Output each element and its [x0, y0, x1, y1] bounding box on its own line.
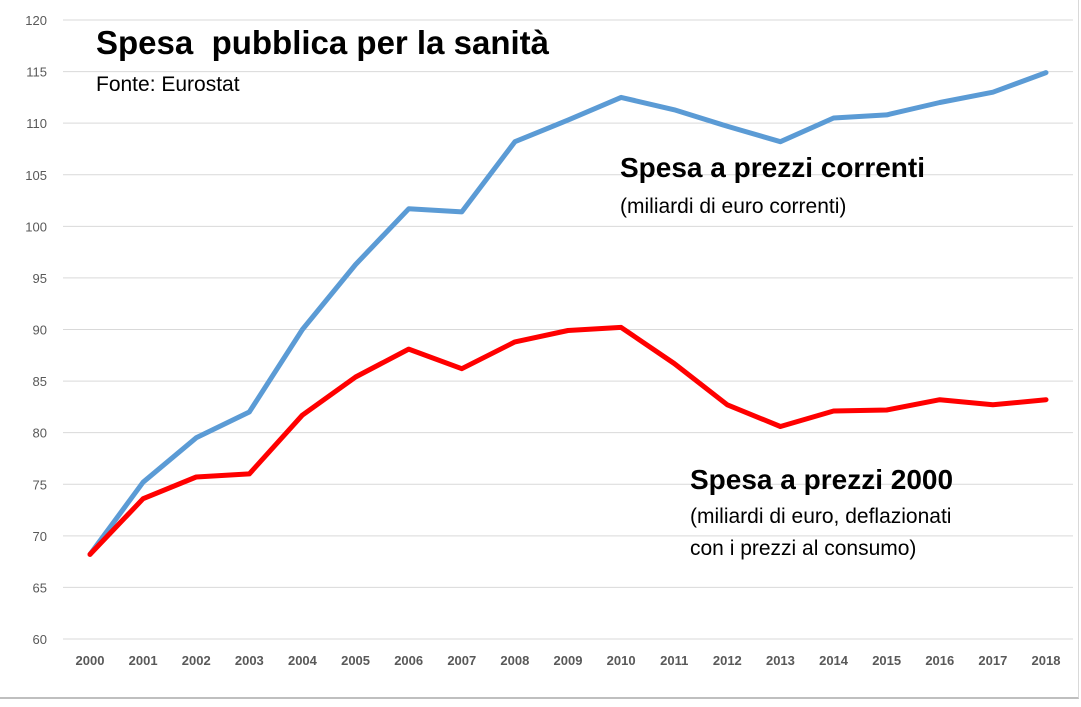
x-tick-label: 2005 — [341, 653, 370, 668]
x-tick-label: 2013 — [766, 653, 795, 668]
x-tick-label: 2018 — [1032, 653, 1061, 668]
x-tick-label: 2008 — [500, 653, 529, 668]
y-tick-label: 90 — [33, 323, 47, 338]
y-tick-label: 105 — [25, 168, 47, 183]
y-tick-label: 60 — [33, 632, 47, 647]
annotation-prezzi2000-note-line2: con i prezzi al consumo) — [690, 537, 916, 560]
chart-source: Fonte: Eurostat — [96, 73, 240, 96]
x-tick-label: 2014 — [819, 653, 849, 668]
x-tick-label: 2003 — [235, 653, 264, 668]
x-tick-label: 2009 — [554, 653, 583, 668]
x-tick-label: 2004 — [288, 653, 318, 668]
x-tick-label: 2006 — [394, 653, 423, 668]
x-axis-ticks: 2000 2001 2002 2003 2004 2005 2006 2007 2008 2009… — [76, 653, 1061, 668]
x-tick-label: 2002 — [182, 653, 211, 668]
series-line-prezzi-2000 — [87, 324, 1049, 557]
annotation-correnti-title: Spesa a prezzi correnti — [620, 152, 925, 183]
x-tick-label: 2017 — [978, 653, 1007, 668]
y-tick-label: 120 — [25, 13, 47, 28]
y-tick-label: 70 — [33, 529, 47, 544]
x-tick-label: 2015 — [872, 653, 901, 668]
x-tick-label: 2000 — [76, 653, 105, 668]
y-tick-label: 95 — [33, 271, 47, 286]
y-tick-label: 110 — [26, 116, 47, 131]
x-tick-label: 2010 — [607, 653, 636, 668]
x-tick-label: 2001 — [129, 653, 158, 668]
annotation-prezzi2000-note-line1: (miliardi di euro, deflazionati — [690, 505, 951, 528]
y-tick-label: 80 — [33, 426, 47, 441]
series-line-prezzi-correnti — [87, 70, 1049, 557]
x-tick-label: 2007 — [447, 653, 476, 668]
annotation-correnti-note: (miliardi di euro correnti) — [620, 195, 846, 218]
y-axis-ticks: 60 65 70 75 80 85 90 95 100 105 110 115 120 — [25, 13, 47, 647]
y-tick-label: 65 — [33, 580, 47, 595]
x-tick-label: 2012 — [713, 653, 742, 668]
x-tick-label: 2011 — [660, 653, 688, 668]
x-tick-label: 2016 — [925, 653, 954, 668]
y-tick-label: 100 — [25, 219, 47, 234]
annotation-prezzi2000-title: Spesa a prezzi 2000 — [690, 464, 953, 495]
y-tick-label: 85 — [33, 374, 47, 389]
chart-title: Spesa pubblica per la sanità — [96, 24, 550, 61]
y-tick-label: 115 — [26, 65, 47, 80]
y-tick-label: 75 — [33, 477, 47, 492]
grid-lines — [63, 19, 1073, 640]
series-lines — [87, 70, 1049, 557]
